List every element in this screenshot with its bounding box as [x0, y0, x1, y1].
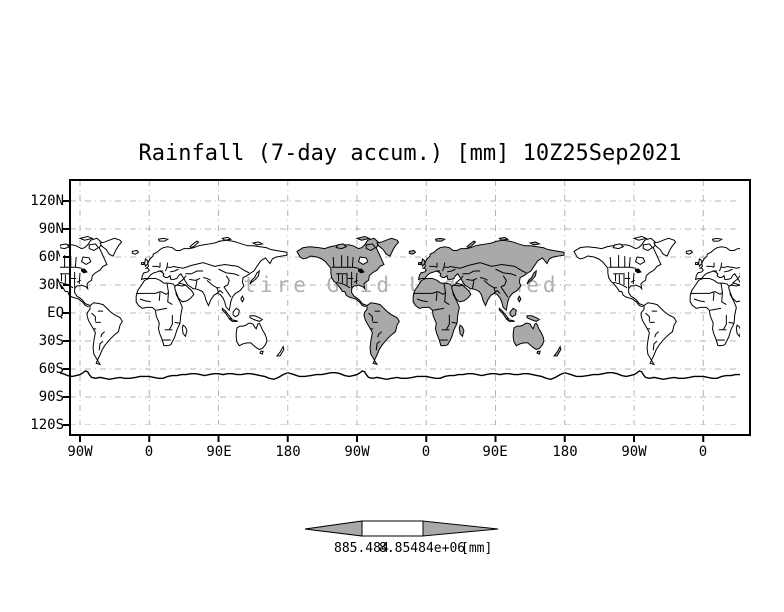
lon-label: 0 — [144, 444, 154, 460]
plot-title: Rainfall (7-day accum.) [mm] 10Z25Sep202… — [138, 141, 682, 166]
world-outline-copy — [573, 236, 740, 365]
lat-label: 60S — [38, 361, 64, 377]
lon-label: 90W — [67, 444, 93, 460]
antarctica-coast — [60, 370, 289, 380]
lat-label: 30N — [38, 277, 64, 293]
lat-label: 120S — [30, 417, 64, 433]
graticule — [70, 180, 740, 425]
lon-label: 180 — [275, 444, 301, 460]
lon-label: 0 — [421, 444, 431, 460]
lon-label: 90E — [482, 444, 508, 460]
lat-label: 90S — [38, 389, 64, 405]
map-area: Entire Grid Undefined — [60, 180, 740, 425]
lon-label: 90W — [621, 444, 647, 460]
colorbar — [304, 520, 499, 537]
colorbar-min-label: 885.484 — [334, 541, 389, 556]
world-outline-copy — [60, 236, 288, 365]
lon-label: 0 — [698, 444, 708, 460]
world-gray-copy — [296, 236, 565, 365]
colorbar-right-arrow — [422, 520, 499, 537]
lat-label: 120N — [30, 193, 64, 209]
lon-label: 90W — [344, 444, 370, 460]
axis-ticks — [63, 200, 705, 442]
world-map-plot: Entire Grid Undefined — [60, 179, 751, 442]
lat-label: 60N — [38, 249, 64, 265]
colorbar-left-arrow — [304, 520, 363, 537]
lon-label: 180 — [552, 444, 578, 460]
lat-label: 90N — [38, 221, 64, 237]
antarctica-coast — [564, 370, 740, 380]
colorbar-max-label: 8.85484e+06 — [379, 541, 466, 556]
plot-frame — [69, 179, 751, 436]
lon-label: 90E — [206, 444, 232, 460]
colorbar-cell — [361, 520, 424, 537]
lat-label: EQ — [47, 305, 64, 321]
lat-label: 30S — [38, 333, 64, 349]
colorbar-unit-label: [mm] — [461, 541, 493, 556]
